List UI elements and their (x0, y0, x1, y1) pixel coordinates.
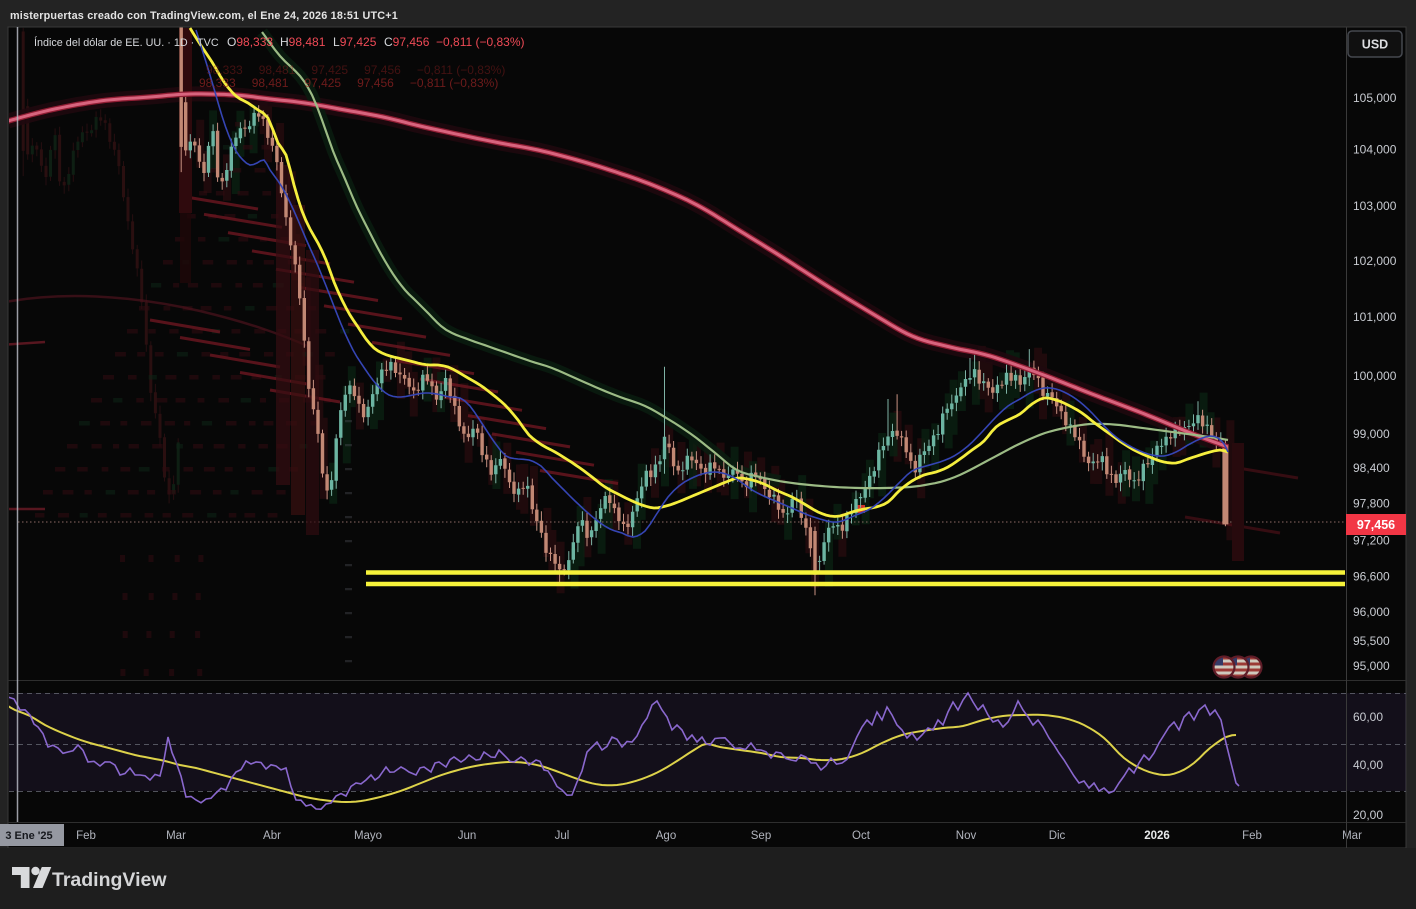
svg-text:97,456: 97,456 (1357, 518, 1395, 532)
svg-text:Índice del dólar de EE. UU. ·: Índice del dólar de EE. UU. · 1D · TVC (34, 36, 219, 49)
svg-text:96,600: 96,600 (1353, 570, 1390, 584)
svg-text:Jul: Jul (555, 830, 570, 842)
svg-text:Mayo: Mayo (354, 830, 382, 842)
svg-text:98,400: 98,400 (1353, 461, 1390, 475)
svg-text:3 Ene '25: 3 Ene '25 (5, 830, 52, 842)
svg-text:Mar: Mar (1342, 830, 1362, 842)
svg-text:100,000: 100,000 (1353, 369, 1397, 383)
svg-text:103,000: 103,000 (1353, 199, 1397, 213)
svg-text:20,00: 20,00 (1353, 808, 1383, 822)
svg-text:99,000: 99,000 (1353, 427, 1390, 441)
svg-text:Abr: Abr (263, 830, 281, 842)
svg-text:misterpuertas creado con Tradi: misterpuertas creado con TradingView.com… (10, 10, 398, 22)
svg-text:Nov: Nov (956, 830, 977, 842)
svg-text:Dic: Dic (1049, 830, 1066, 842)
svg-text:95,000: 95,000 (1353, 659, 1390, 673)
svg-text:Mar: Mar (166, 830, 186, 842)
svg-text:Feb: Feb (76, 830, 96, 842)
svg-text:USD: USD (1362, 38, 1388, 52)
svg-text:Jun: Jun (458, 830, 477, 842)
svg-text:TradingView: TradingView (52, 869, 167, 891)
svg-text:60,00: 60,00 (1353, 710, 1383, 724)
svg-text:95,500: 95,500 (1353, 634, 1390, 648)
svg-text:Oct: Oct (852, 830, 871, 842)
svg-text:104,000: 104,000 (1353, 143, 1397, 157)
svg-text:102,000: 102,000 (1353, 254, 1397, 268)
svg-text:96,000: 96,000 (1353, 605, 1390, 619)
svg-text:Feb: Feb (1242, 830, 1262, 842)
svg-text:101,000: 101,000 (1353, 310, 1397, 324)
svg-text:Sep: Sep (751, 830, 771, 842)
svg-text:97,200: 97,200 (1353, 533, 1390, 547)
svg-text:2026: 2026 (1144, 830, 1170, 842)
svg-text:105,000: 105,000 (1353, 91, 1397, 105)
svg-text:40,00: 40,00 (1353, 758, 1383, 772)
svg-text:97,800: 97,800 (1353, 496, 1390, 510)
svg-text:Ago: Ago (656, 830, 676, 842)
